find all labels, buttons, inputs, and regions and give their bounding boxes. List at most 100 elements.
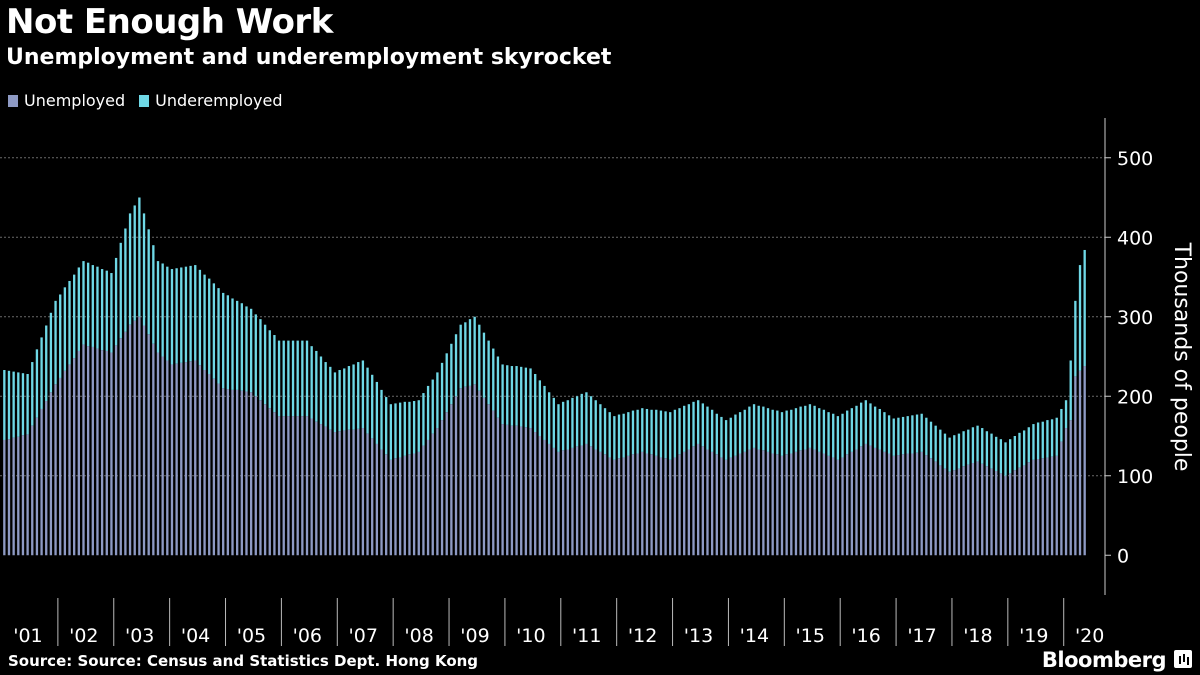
x-tick-label: '16	[851, 625, 880, 647]
x-tick-label: '15	[796, 625, 825, 647]
bar-underemployed	[68, 280, 71, 365]
bar-underemployed	[77, 267, 80, 351]
bar-unemployed	[981, 463, 984, 556]
x-tick-label: '03	[125, 625, 154, 647]
bar-unemployed	[305, 416, 309, 556]
bar-unemployed	[701, 446, 704, 556]
bar-unemployed	[720, 457, 723, 556]
bar-unemployed	[869, 445, 872, 556]
bar-underemployed	[222, 292, 225, 389]
bar-underemployed	[273, 335, 276, 413]
bar-underemployed	[417, 400, 420, 452]
bar-underemployed	[152, 245, 155, 344]
bar-underemployed	[534, 373, 537, 433]
bar-unemployed	[166, 360, 169, 556]
bar-underemployed	[757, 405, 760, 450]
bar-unemployed	[585, 443, 588, 556]
bar-underemployed	[231, 298, 234, 390]
bar-underemployed	[631, 410, 635, 455]
bar-unemployed	[641, 451, 644, 556]
bar-unemployed	[664, 458, 667, 556]
bar-underemployed	[128, 213, 132, 325]
bar-unemployed	[743, 451, 746, 556]
bar-underemployed	[1078, 265, 1082, 371]
bar-unemployed	[380, 449, 383, 556]
bar-underemployed	[897, 417, 900, 456]
legend: Unemployed Underemployed	[8, 91, 283, 110]
bar-unemployed	[953, 470, 956, 556]
bar-underemployed	[63, 287, 67, 371]
bar-unemployed	[673, 457, 677, 556]
bar-underemployed	[911, 415, 914, 454]
bar-unemployed	[291, 416, 295, 556]
bar-unemployed	[757, 449, 760, 556]
legend-label-underemployed: Underemployed	[155, 91, 283, 110]
x-tick-label: '06	[293, 625, 322, 647]
legend-item-unemployed: Unemployed	[8, 91, 125, 110]
bar-unemployed	[105, 350, 108, 556]
bar-unemployed	[26, 434, 29, 556]
bar-unemployed	[282, 416, 285, 556]
bar-underemployed	[245, 306, 248, 392]
bar-underemployed	[650, 409, 653, 455]
y-tick-label-400: 400	[1117, 227, 1153, 249]
bar-unemployed	[156, 352, 160, 556]
bar-unemployed	[841, 457, 844, 556]
bar-unemployed	[906, 453, 909, 556]
bar-underemployed	[217, 288, 220, 384]
bar-unemployed	[766, 451, 770, 556]
bar-unemployed	[589, 446, 593, 556]
bar-underemployed	[887, 415, 891, 454]
bar-underemployed	[785, 410, 788, 455]
bar-unemployed	[54, 384, 57, 556]
bar-unemployed	[412, 453, 416, 556]
bar-underemployed	[720, 416, 723, 458]
bar-underemployed	[501, 364, 504, 425]
bar-underemployed	[291, 340, 295, 417]
bar-underemployed	[422, 393, 425, 446]
bar-underemployed	[478, 324, 481, 391]
bar-unemployed	[692, 446, 695, 556]
bar-underemployed	[762, 406, 765, 451]
bar-underemployed	[697, 400, 700, 444]
bar-unemployed	[878, 449, 881, 556]
y-tick-label-100: 100	[1117, 466, 1153, 488]
bar-underemployed	[575, 396, 579, 447]
bar-underemployed	[738, 412, 742, 454]
bar-unemployed	[189, 361, 192, 556]
bar-unemployed	[976, 461, 979, 556]
bar-unemployed	[138, 316, 141, 556]
bar-underemployed	[408, 401, 411, 455]
bar-unemployed	[934, 461, 937, 556]
bar-unemployed	[1069, 420, 1072, 556]
bar-unemployed	[724, 459, 728, 556]
bar-unemployed	[515, 425, 518, 556]
bar-unemployed	[478, 390, 481, 556]
bar-underemployed	[673, 409, 677, 458]
bar-underemployed	[124, 228, 127, 332]
x-tick-label: '02	[69, 625, 98, 647]
bar-underemployed	[547, 392, 551, 444]
bar-underemployed	[338, 370, 341, 432]
bar-underemployed	[859, 402, 863, 447]
bar-underemployed	[412, 401, 416, 454]
bar-underemployed	[1050, 419, 1054, 457]
bar-unemployed	[790, 453, 793, 556]
bar-underemployed	[212, 283, 216, 379]
bar-underemployed	[962, 431, 965, 467]
bar-underemployed	[990, 433, 993, 469]
bar-underemployed	[901, 416, 905, 455]
bar-underemployed	[813, 405, 816, 450]
bar-underemployed	[40, 337, 43, 409]
bar-underemployed	[26, 373, 29, 435]
bar-unemployed	[389, 459, 392, 556]
bar-underemployed	[659, 410, 663, 458]
bar-underemployed	[883, 412, 886, 452]
bar-unemployed	[352, 429, 355, 556]
bar-unemployed	[771, 453, 774, 556]
bar-underemployed	[315, 350, 318, 422]
bar-unemployed	[892, 455, 895, 556]
bar-unemployed	[96, 348, 99, 556]
bar-underemployed	[1064, 400, 1068, 429]
x-tick-label: '05	[237, 625, 266, 647]
